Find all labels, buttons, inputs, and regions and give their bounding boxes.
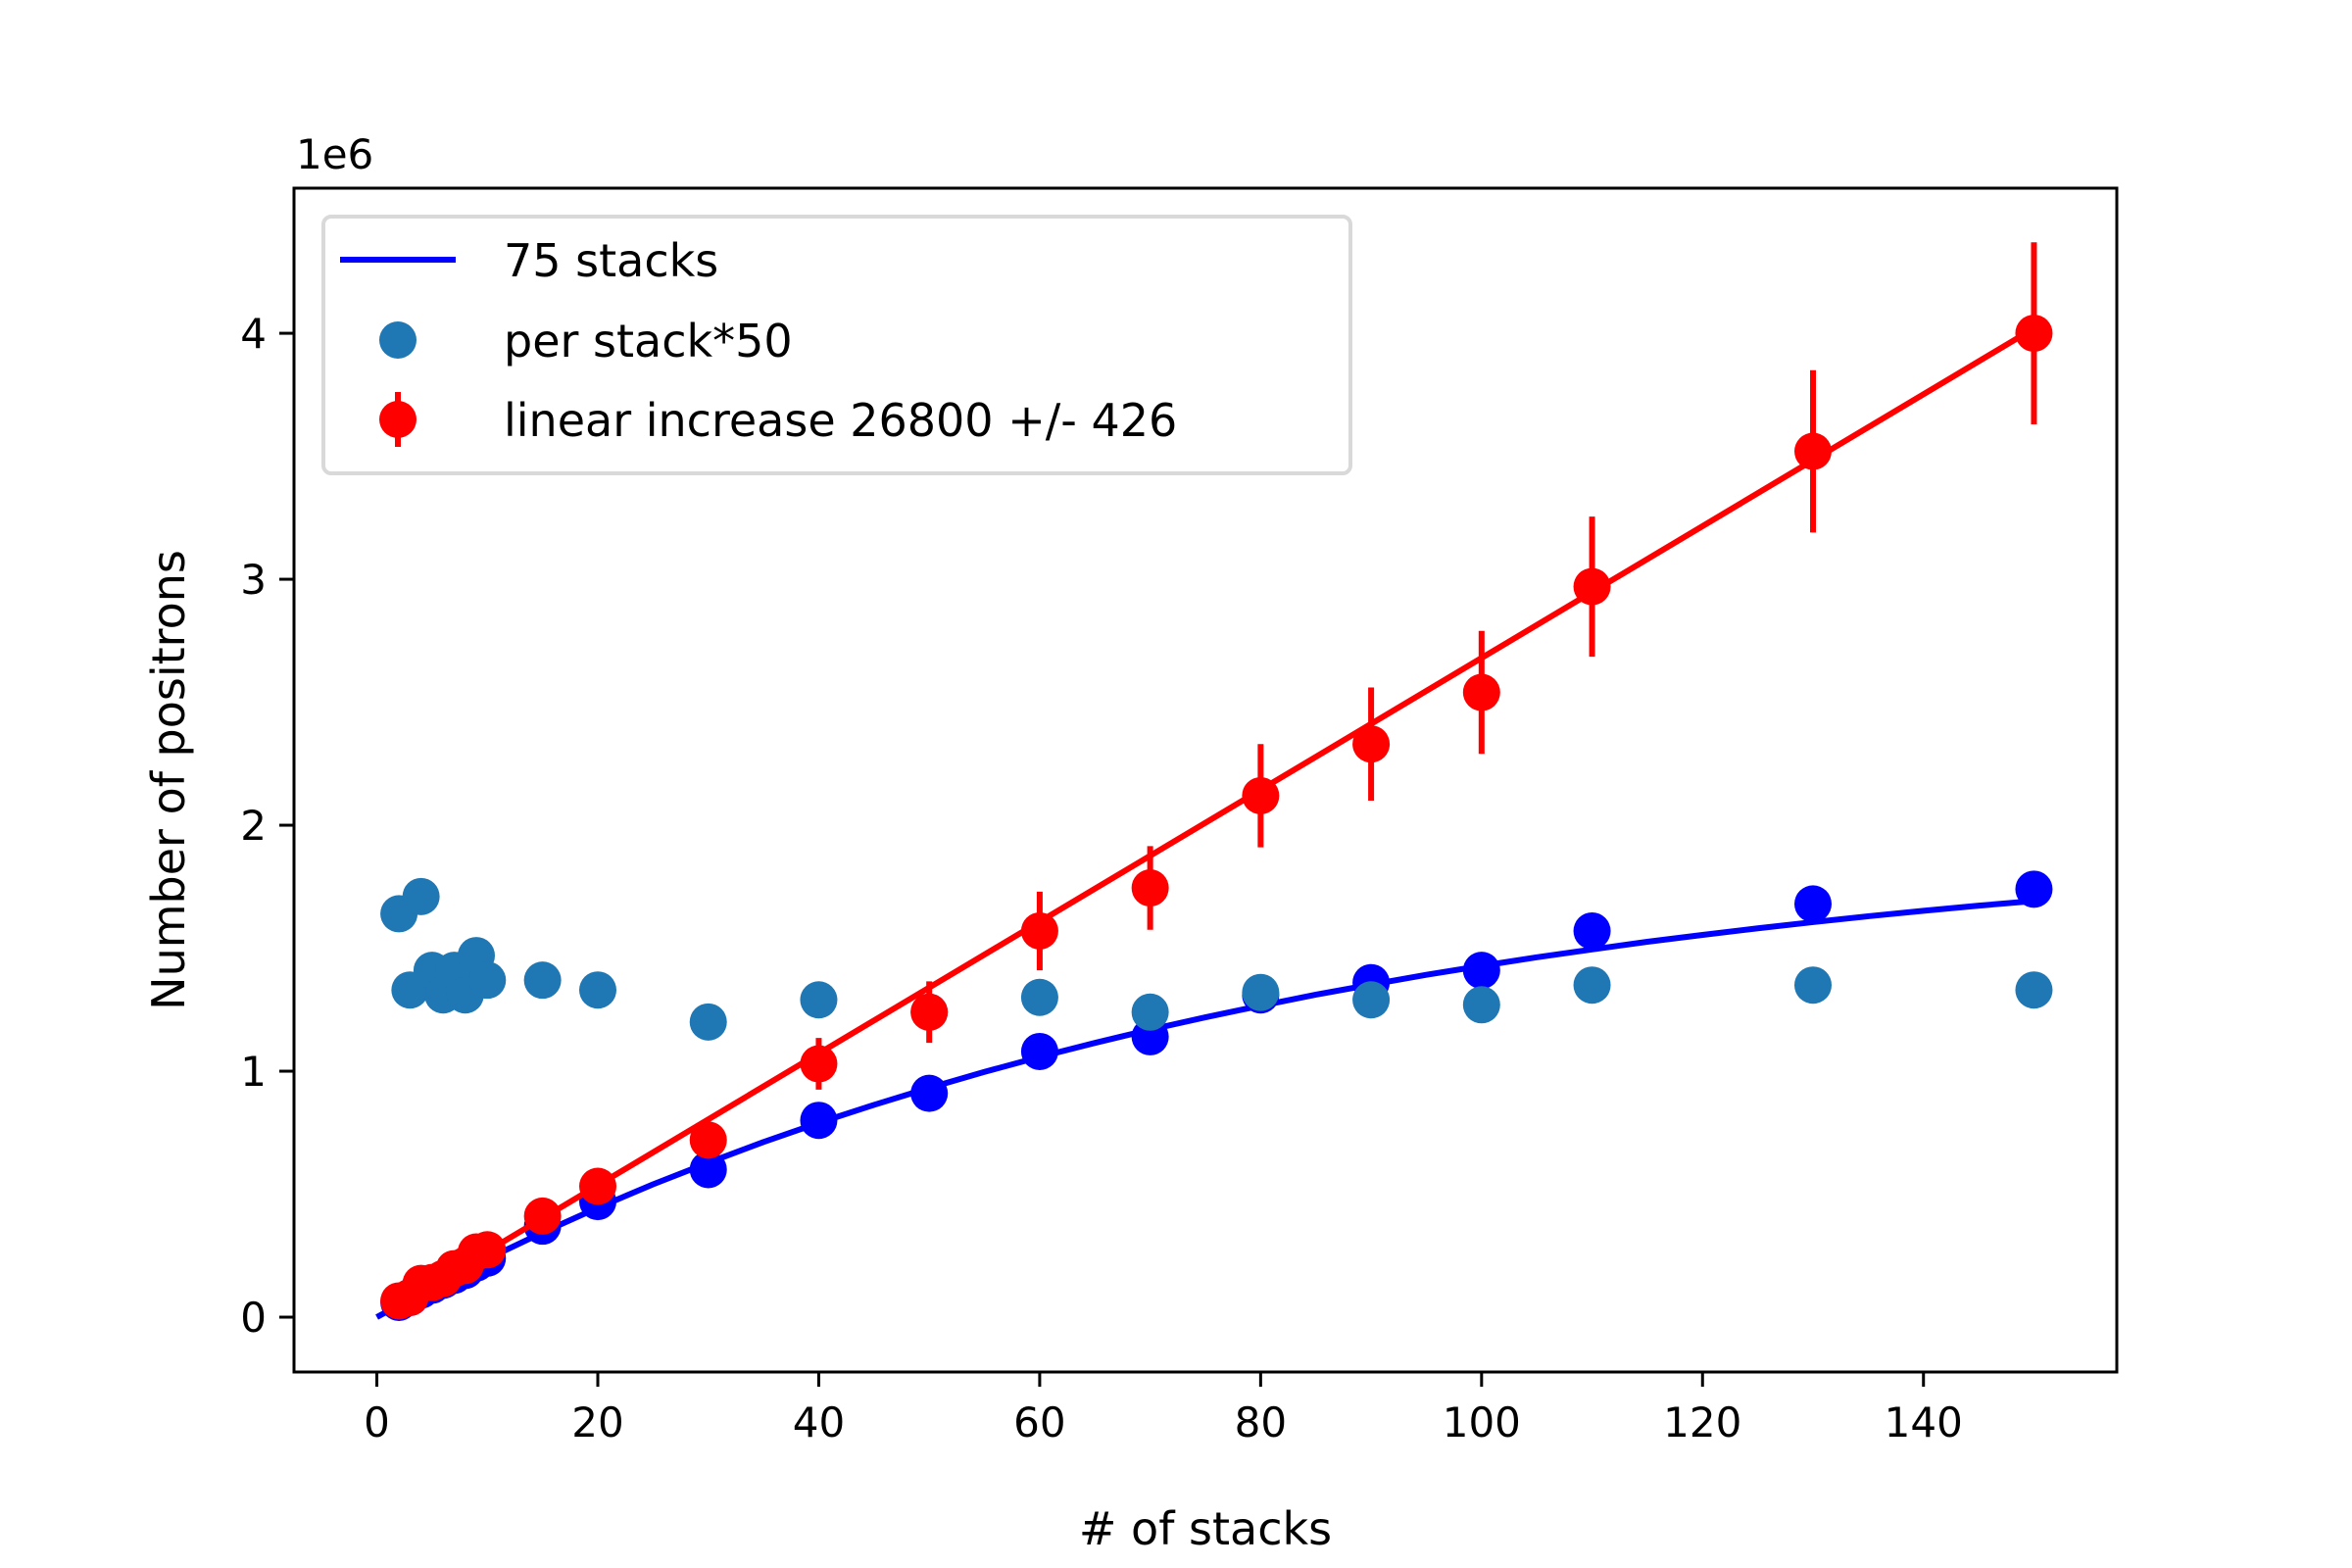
errorbar-point [468,1231,507,1269]
blue-point [2015,870,2053,908]
red-point [1352,725,1391,763]
legend-errorbar-dot-icon [379,401,416,438]
errorbar-point [1794,369,1832,533]
axes-frame [292,186,2119,1374]
red-point [1573,567,1611,606]
blue-point [1794,885,1832,923]
x-tick-label: 40 [793,1398,845,1446]
errorbar-point [1573,516,1611,658]
y-tick-label: 4 [240,310,267,358]
errorbar-point [800,1038,838,1090]
errorbar-point [1131,846,1169,930]
red-point [689,1121,727,1159]
legend-frame [321,215,1352,475]
legend-label-per-stack: per stack*50 [504,315,793,368]
legend: 75 stacks per stack*50 linear increase 2… [321,215,1352,475]
x-tick-label: 60 [1013,1398,1065,1446]
red-point [2015,315,2053,353]
per-stack-point [689,1003,727,1041]
per-stack-point [1462,986,1500,1024]
errorbar-point [689,1121,727,1159]
errorbar-point [523,1197,562,1235]
x-tick-label: 100 [1443,1398,1521,1446]
plot-area [375,242,2053,1321]
y-tick-label: 3 [240,556,267,604]
per-stack-point [800,981,838,1019]
legend-label-linear-increase: linear increase 26800 +/- 426 [504,394,1177,447]
blue-point [1020,1032,1058,1070]
per-stack-point [468,961,507,1000]
y-tick-label: 2 [240,802,267,850]
red-point [800,1045,838,1083]
blue-point [1462,952,1500,990]
red-point [1131,869,1169,907]
y-axis: 0 1 2 3 4 [240,310,294,1342]
legend-dot-icon [379,321,416,359]
blue-point [910,1074,949,1112]
red-point [1794,432,1832,470]
blue-point [1573,911,1611,950]
y-offset-text: 1e6 [296,130,373,178]
per-stack-point [1573,966,1611,1004]
per-stack-point [402,877,440,915]
red-point [1020,911,1058,950]
errorbar-point [1352,687,1391,801]
legend-label-75-stacks: 75 stacks [504,234,718,287]
per-stack-point [1794,966,1832,1004]
red-point [468,1231,507,1269]
series-75-stacks-line [375,898,2034,1320]
red-point [1242,776,1280,814]
y-axis-label: Number of positrons [142,550,195,1010]
x-tick-label: 120 [1663,1398,1741,1446]
errorbar-point [579,1167,616,1205]
red-point [910,993,949,1031]
per-stack-point [579,971,616,1009]
y-tick-label: 0 [240,1294,267,1342]
per-stack-point [523,961,562,1000]
x-tick-label: 0 [364,1398,390,1446]
blue-point [800,1102,838,1140]
x-axis-label: # of stacks [1079,1502,1332,1555]
per-stack-point [2015,971,2053,1009]
per-stack-point [1131,993,1169,1031]
errorbar-point [1462,630,1500,755]
errorbar-point [2015,242,2053,424]
errorbar-point [910,981,949,1044]
red-point [1462,673,1500,711]
x-axis: 0 20 40 60 80 100 120 140 [364,1372,1963,1446]
x-tick-label: 20 [571,1398,623,1446]
per-stack-point [1352,981,1391,1019]
y-tick-label: 1 [240,1048,267,1096]
per-stack-point [1242,973,1280,1011]
errorbar-point [1242,744,1280,848]
x-tick-label: 80 [1235,1398,1287,1446]
red-point [579,1167,616,1205]
per-stack-point [1020,978,1058,1016]
errorbar-point [1020,891,1058,971]
x-tick-label: 140 [1885,1398,1963,1446]
linear-fit-line [397,325,2035,1307]
blue-point [689,1151,727,1189]
red-point [523,1197,562,1235]
